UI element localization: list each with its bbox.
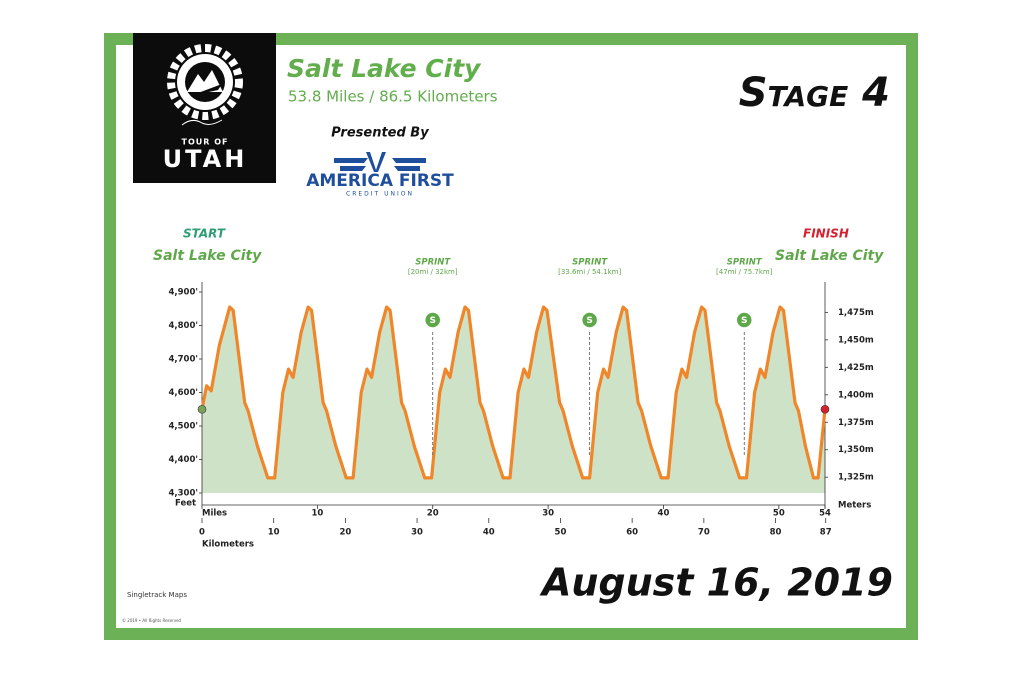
sprint-icon	[735, 311, 753, 329]
sponsor-sub: CREDIT UNION	[346, 191, 414, 198]
finish-label: FINISH	[803, 227, 849, 241]
sprint-label: SPRINT	[727, 258, 763, 268]
sponsor-emblem	[334, 152, 426, 172]
x2-tick-label: 60	[626, 528, 638, 538]
sprint-label: SPRINT	[572, 258, 608, 268]
y-tick-label: 4,300'	[169, 489, 199, 499]
x-tick-label: 50	[773, 509, 785, 519]
x-tick-label: 10	[311, 509, 323, 519]
sprint-detail: [47mi / 75.7km]	[716, 268, 773, 276]
start-place: Salt Lake City	[153, 248, 262, 264]
chart-title: Salt Lake City	[287, 54, 482, 83]
x-axis-label: Miles	[202, 509, 227, 519]
x2-axis-label: Kilometers	[202, 540, 254, 550]
y-tick-label: 4,500'	[169, 422, 199, 432]
x-tick-label: 40	[658, 509, 670, 519]
y-tick-label: 4,400'	[169, 455, 199, 465]
sprint-icon-text: S	[741, 316, 747, 326]
x2-tick-label: 87	[820, 528, 832, 538]
sprint-icon	[580, 311, 599, 329]
logo-top: TOUR OF	[182, 138, 229, 147]
chart-subtitle: 53.8 Miles / 86.5 Kilometers	[288, 88, 498, 106]
x2-tick-label: 10	[268, 528, 280, 538]
x-tick-label: 54	[819, 509, 831, 519]
x-tick-label: 30	[542, 509, 554, 519]
y-tick-label: 4,700'	[169, 355, 199, 365]
y2-axis-label: Meters	[838, 501, 871, 511]
y-tick-label: 4,900'	[169, 288, 199, 298]
x-tick-label: 20	[427, 509, 439, 519]
x2-tick-label: 0	[199, 528, 205, 538]
sprint-icon-text: S	[586, 316, 592, 326]
y2-tick-label: 1,475m	[838, 308, 874, 318]
footer-maker: Singletrack Maps	[127, 591, 187, 599]
x2-tick-label: 20	[339, 528, 351, 538]
logo-emblem	[167, 44, 243, 126]
y2-tick-label: 1,400m	[838, 390, 874, 400]
x2-tick-label: 80	[770, 528, 782, 538]
sponsor-heading: Presented By	[331, 126, 429, 141]
date-label: August 16, 2019	[539, 561, 893, 605]
stage-label: Stage 4	[739, 70, 890, 116]
sprint-detail: [20mi / 32km]	[408, 268, 458, 276]
footer-rights: © 2019 • All Rights Reserved	[122, 618, 182, 623]
sponsor-name: AMERICA FIRST	[306, 171, 454, 191]
start-label: START	[183, 227, 226, 241]
y2-tick-label: 1,325m	[838, 473, 874, 483]
y-axis-label: Feet	[175, 499, 196, 509]
x2-tick-label: 70	[698, 528, 710, 538]
y2-tick-label: 1,425m	[838, 363, 874, 373]
y2-tick-label: 1,375m	[838, 418, 874, 428]
y2-tick-label: 1,350m	[838, 445, 874, 455]
logo-name: UTAH	[163, 145, 248, 173]
finish-marker	[820, 404, 830, 414]
start-marker	[197, 404, 207, 414]
y-tick-label: 4,600'	[169, 388, 199, 398]
x2-tick-label: 50	[555, 528, 567, 538]
sprint-icon-text: S	[429, 316, 435, 326]
x2-tick-label: 30	[411, 528, 423, 538]
sprint-label: SPRINT	[415, 258, 451, 268]
sprint-icon	[423, 311, 442, 329]
area-fill	[202, 307, 825, 493]
y2-tick-label: 1,450m	[838, 335, 874, 345]
elevation-line	[200, 305, 827, 480]
finish-place: Salt Lake City	[775, 248, 884, 264]
sprint-detail: [33.6mi / 54.1km]	[558, 268, 621, 276]
x2-tick-label: 40	[483, 528, 495, 538]
y-tick-label: 4,800'	[169, 321, 199, 331]
